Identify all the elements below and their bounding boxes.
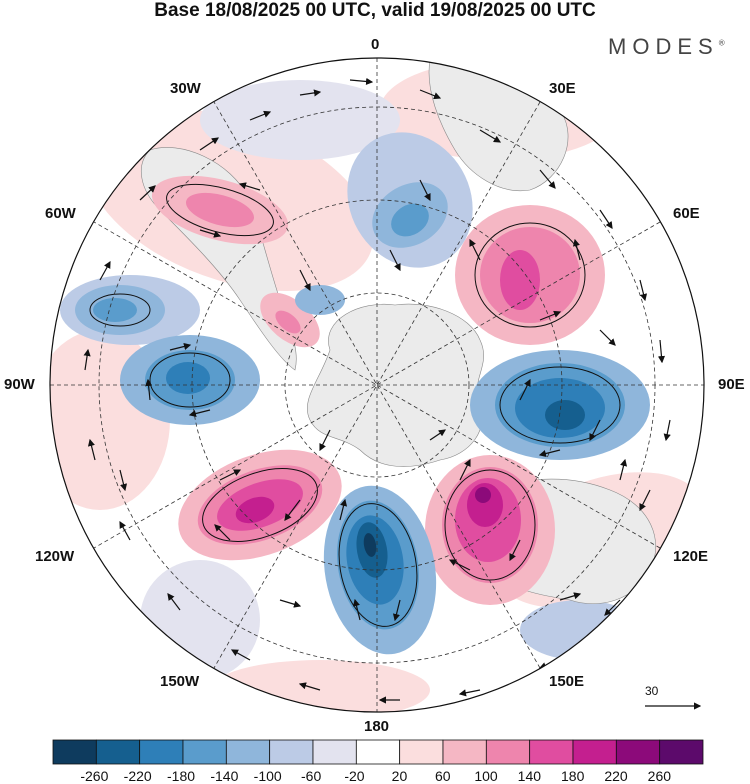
colorbar-swatch [355,739,401,765]
colorbar-swatch [225,739,271,765]
lon-label-120e: 120E [673,548,709,565]
colorbar-swatch [572,739,617,765]
colorbar-swatch [269,739,314,765]
lon-label-90e: 90E [718,376,745,393]
colorbar-tick-label: -100 [253,768,282,784]
colorbar-tick-label: 220 [604,768,628,784]
colorbar-swatch [95,739,141,765]
colorbar-tick-label: -180 [167,768,196,784]
colorbar-swatch [182,739,227,765]
colorbar-tick-label: -140 [210,768,239,784]
colorbar-tick-label: 20 [391,768,408,784]
lon-label-60w: 60W [45,205,76,222]
colorbar-tick-label: 60 [435,768,451,784]
lon-label-150w: 150W [160,673,200,690]
colorbar-swatch [615,739,661,765]
colorbar-swatch [399,739,444,765]
colorbar-swatch [52,739,97,765]
lon-label-60e: 60E [673,205,700,222]
colorbar-tick-label: -220 [123,768,152,784]
colorbar-tick-label: -20 [344,768,365,784]
reference-vector-label: 30 [645,684,659,698]
colorbar-swatch [485,739,531,765]
lon-label-150e: 150E [549,673,585,690]
modes-logo: MODES® [608,34,725,59]
colorbar-tick-label: 140 [517,768,542,784]
lon-label-30e: 30E [549,80,576,97]
colorbar-swatch [442,739,487,765]
colorbar-tick-label: -260 [80,768,109,784]
colorbar-tick-label: 260 [647,768,672,784]
lon-label-120w: 120W [35,548,75,565]
lon-label-90w: 90W [4,376,35,393]
field-layer [50,58,704,712]
lon-label-180: 180 [364,718,390,735]
lon-label-0: 0 [371,36,380,53]
map-title: Base 18/08/2025 00 UTC, valid 19/08/2025… [154,0,596,21]
colorbar-tick-label: 180 [561,768,585,784]
colorbar-swatch [312,739,357,765]
colorbar-swatch [529,739,574,765]
colorbar-tick-label: 100 [474,768,498,784]
colorbar-swatch [659,739,704,765]
colorbar-swatch [139,739,184,765]
lon-label-30w: 30W [170,80,201,97]
colorbar-tick-label: -60 [301,768,322,784]
colorbar [52,739,704,765]
